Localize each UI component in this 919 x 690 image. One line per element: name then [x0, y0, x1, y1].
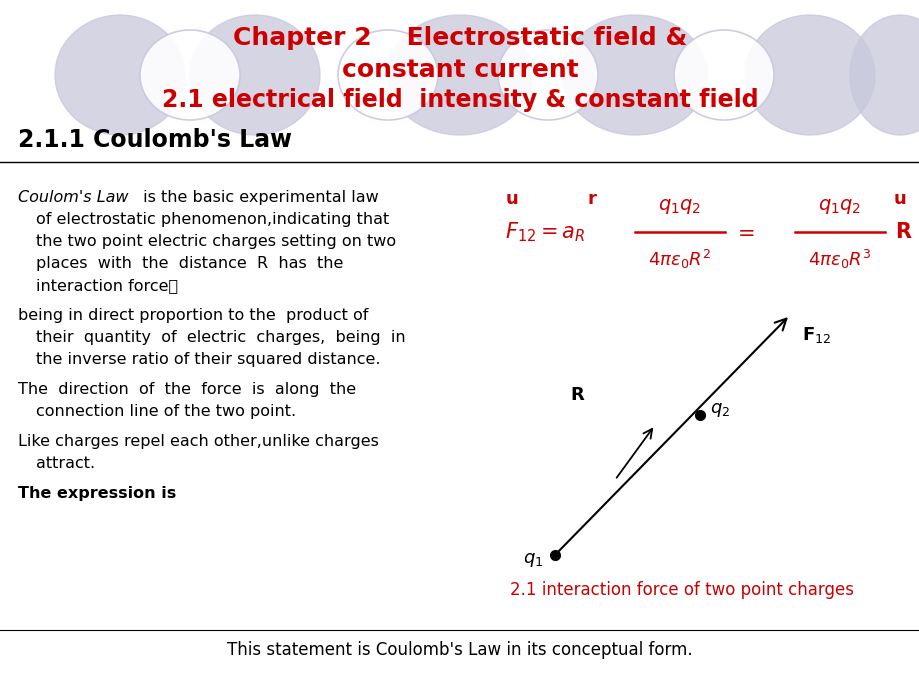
Ellipse shape — [674, 30, 773, 120]
Text: $q_1 q_2$: $q_1 q_2$ — [658, 197, 701, 216]
Text: being in direct proportion to the  product of: being in direct proportion to the produc… — [18, 308, 368, 323]
Text: $\mathbf{r}$: $\mathbf{r}$ — [586, 190, 597, 208]
Text: $\mathbf{u}$: $\mathbf{u}$ — [505, 190, 517, 208]
Text: $q_2$: $q_2$ — [709, 401, 730, 419]
Text: $\mathbf{R}$: $\mathbf{R}$ — [894, 222, 912, 242]
Text: of electrostatic phenomenon,indicating that: of electrostatic phenomenon,indicating t… — [36, 212, 389, 227]
Ellipse shape — [849, 15, 919, 135]
Text: The expression is: The expression is — [18, 486, 176, 501]
Ellipse shape — [387, 15, 532, 135]
Text: 2.1 interaction force of two point charges: 2.1 interaction force of two point charg… — [509, 581, 853, 599]
Text: interaction force：: interaction force： — [36, 278, 178, 293]
Ellipse shape — [140, 30, 240, 120]
Text: is the basic experimental law: is the basic experimental law — [138, 190, 379, 205]
Ellipse shape — [55, 15, 185, 135]
Text: the inverse ratio of their squared distance.: the inverse ratio of their squared dista… — [36, 352, 380, 367]
Text: $4\pi\varepsilon_0 R^3$: $4\pi\varepsilon_0 R^3$ — [808, 248, 870, 271]
Ellipse shape — [562, 15, 707, 135]
Text: 2.1.1 Coulomb's Law: 2.1.1 Coulomb's Law — [18, 128, 291, 152]
Text: Like charges repel each other,unlike charges: Like charges repel each other,unlike cha… — [18, 434, 379, 449]
Ellipse shape — [744, 15, 874, 135]
Ellipse shape — [337, 30, 437, 120]
Text: $4\pi\varepsilon_0 R^2$: $4\pi\varepsilon_0 R^2$ — [648, 248, 710, 271]
Text: This statement is Coulomb's Law in its conceptual form.: This statement is Coulomb's Law in its c… — [227, 641, 692, 659]
Text: the two point electric charges setting on two: the two point electric charges setting o… — [36, 234, 396, 249]
Text: The  direction  of  the  force  is  along  the: The direction of the force is along the — [18, 382, 356, 397]
Text: connection line of the two point.: connection line of the two point. — [36, 404, 296, 419]
Text: their  quantity  of  electric  charges,  being  in: their quantity of electric charges, bein… — [36, 330, 405, 345]
Text: $q_1 q_2$: $q_1 q_2$ — [818, 197, 861, 216]
Text: Chapter 2    Electrostatic field &: Chapter 2 Electrostatic field & — [233, 26, 686, 50]
Text: 2.1 electrical field  intensity & constant field: 2.1 electrical field intensity & constan… — [162, 88, 757, 112]
Text: $=$: $=$ — [732, 222, 754, 242]
Text: $\mathbf{R}$: $\mathbf{R}$ — [569, 386, 584, 404]
Text: $q_1$: $q_1$ — [522, 551, 542, 569]
Text: places  with  the  distance  R  has  the: places with the distance R has the — [36, 256, 343, 271]
Text: Coulom's Law: Coulom's Law — [18, 190, 129, 205]
Text: $\mathbf{u}$: $\mathbf{u}$ — [892, 190, 905, 208]
Text: $\mathit{F}_{12} = \mathit{a}_R$: $\mathit{F}_{12} = \mathit{a}_R$ — [505, 220, 584, 244]
Ellipse shape — [497, 30, 597, 120]
Ellipse shape — [190, 15, 320, 135]
Text: attract.: attract. — [36, 456, 95, 471]
Text: $\mathbf{F}_{12}$: $\mathbf{F}_{12}$ — [801, 325, 831, 345]
Text: constant current: constant current — [341, 58, 578, 82]
